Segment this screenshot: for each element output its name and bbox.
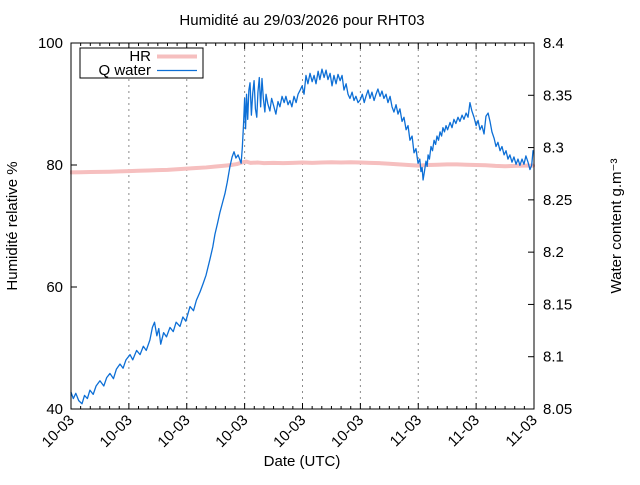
y-left-tick-label: 60 bbox=[46, 279, 63, 296]
y-right-tick-label: 8.4 bbox=[543, 35, 564, 52]
legend: HR Q water bbox=[79, 47, 204, 79]
plot-border bbox=[70, 42, 535, 410]
y-right-tick-label: 8.1 bbox=[543, 349, 564, 366]
legend-label-hr: HR bbox=[129, 48, 151, 65]
y-right-axis-label: Water content g.m⁻³ bbox=[608, 159, 625, 294]
chart-title: Humidité au 29/03/2026 pour RHT03 bbox=[179, 12, 424, 29]
y-right-tick-label: 8.35 bbox=[543, 87, 572, 104]
y-left-axis-label: Humidité relative % bbox=[4, 161, 21, 290]
y-right-tick-labels: 8.05 8.1 8.15 8.2 8.25 8.3 8.35 8.4 bbox=[543, 35, 572, 418]
legend-label-qwater: Q water bbox=[98, 62, 151, 79]
data-series bbox=[70, 68, 536, 405]
y-right-tick-label: 8.3 bbox=[543, 140, 564, 157]
y-right-tick-label: 8.15 bbox=[543, 296, 572, 313]
series-line-q-water bbox=[70, 68, 534, 405]
y-left-tick-label: 40 bbox=[46, 401, 63, 418]
y-right-tick-label: 8.05 bbox=[543, 401, 572, 418]
y-left-tick-labels: 40 60 80 100 bbox=[38, 35, 63, 418]
y-right-tick-label: 8.2 bbox=[543, 244, 564, 261]
series-line-hr bbox=[70, 159, 536, 175]
x-axis-label: Date (UTC) bbox=[264, 453, 341, 470]
legend-box bbox=[79, 47, 204, 79]
y-left-tick-label: 80 bbox=[46, 157, 63, 174]
y-left-tick-label: 100 bbox=[38, 35, 63, 52]
y-right-tick-label: 8.25 bbox=[543, 192, 572, 209]
